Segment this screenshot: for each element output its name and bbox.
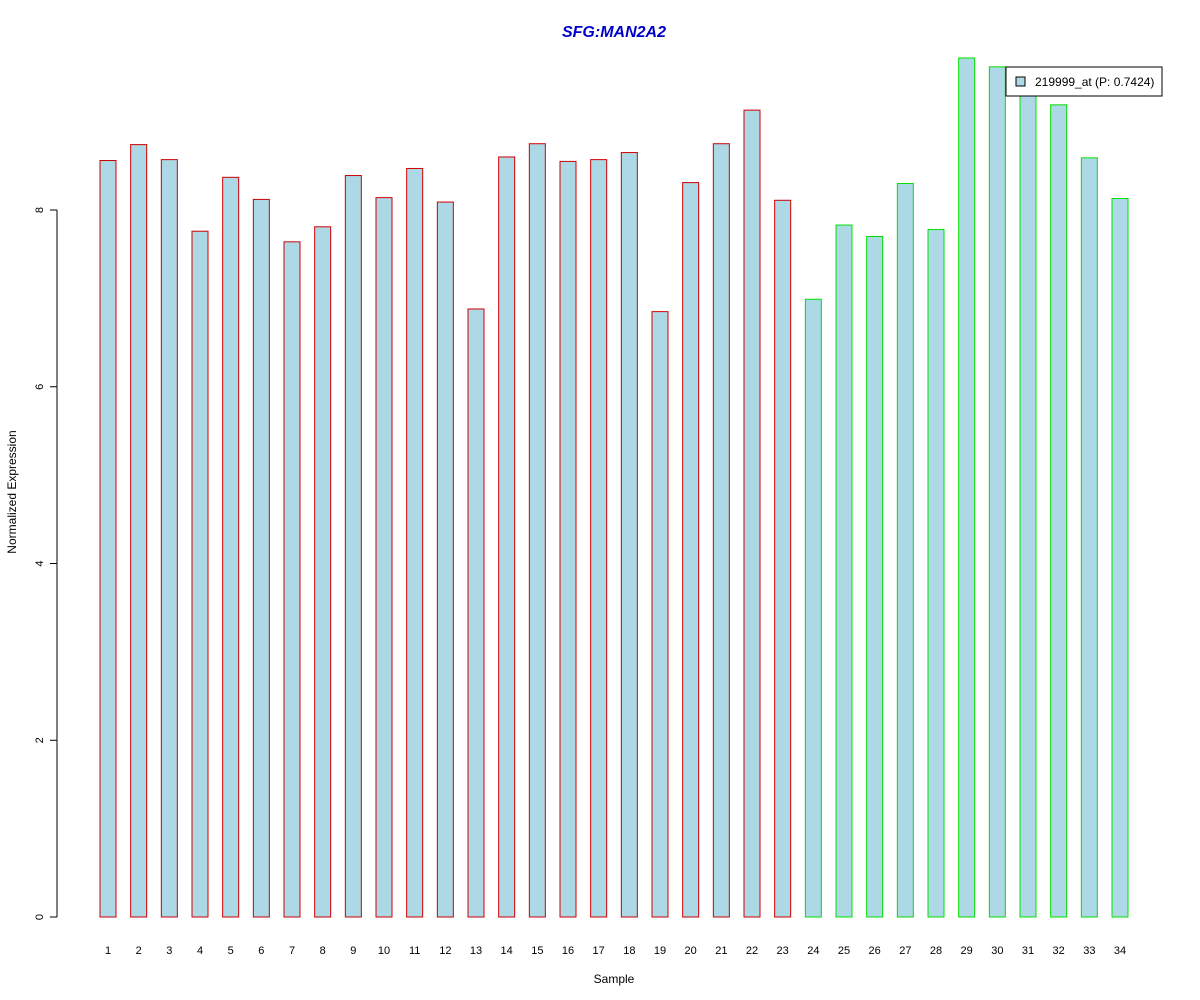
x-axis-tick-label: 3 bbox=[166, 945, 172, 957]
x-axis-tick-label: 26 bbox=[869, 945, 881, 957]
y-axis-tick-label: 0 bbox=[34, 914, 46, 920]
x-axis-tick-label: 28 bbox=[930, 945, 942, 957]
bar bbox=[1111, 198, 1129, 918]
x-axis-tick-label: 16 bbox=[562, 945, 574, 957]
x-axis-tick-label: 9 bbox=[350, 945, 356, 957]
y-axis-tick-label: 6 bbox=[34, 384, 46, 390]
legend-label: 219999_at (P: 0.7424) bbox=[1035, 75, 1154, 89]
y-axis-label: Normalized Expression bbox=[5, 430, 19, 553]
bar bbox=[559, 160, 577, 918]
bar bbox=[743, 109, 761, 918]
x-axis-tick-label: 5 bbox=[228, 945, 234, 957]
x-axis-tick-label: 34 bbox=[1114, 945, 1126, 957]
bar bbox=[590, 159, 608, 918]
bar bbox=[1080, 157, 1098, 918]
y-axis: 0 2 4 6 8 bbox=[34, 207, 58, 920]
bar bbox=[375, 197, 393, 918]
bar bbox=[314, 226, 332, 918]
x-axis-tick-label: 14 bbox=[501, 945, 513, 957]
x-axis-tick-label: 24 bbox=[807, 945, 819, 957]
bar bbox=[498, 156, 516, 918]
bar bbox=[436, 201, 454, 918]
x-axis-tick-label: 31 bbox=[1022, 945, 1034, 957]
x-axis-tick-label: 19 bbox=[654, 945, 666, 957]
bars bbox=[99, 57, 1129, 918]
bar bbox=[774, 199, 792, 918]
x-axis-tick-label: 4 bbox=[197, 945, 203, 957]
x-axis-tick-label: 13 bbox=[470, 945, 482, 957]
bar bbox=[866, 236, 884, 918]
x-axis-tick-label: 18 bbox=[623, 945, 635, 957]
bar bbox=[958, 57, 976, 918]
y-axis-tick-label: 4 bbox=[34, 560, 46, 566]
x-axis-tick-labels: 1 2 3 4 5 6 7 8 9 10 11 12 13 14 15 16 17 18 19 20 21 22 23 24 2… bbox=[105, 945, 1126, 957]
x-axis-tick-label: 20 bbox=[685, 945, 697, 957]
x-axis-tick-label: 21 bbox=[715, 945, 727, 957]
x-axis-tick-label: 12 bbox=[439, 945, 451, 957]
x-axis-tick-label: 7 bbox=[289, 945, 295, 957]
bar bbox=[1050, 104, 1068, 918]
bar bbox=[528, 143, 546, 918]
x-axis-tick-label: 2 bbox=[136, 945, 142, 957]
bar bbox=[712, 143, 730, 918]
x-axis-label: Sample bbox=[594, 972, 635, 986]
y-axis-tick-label: 8 bbox=[34, 207, 46, 213]
x-axis-tick-label: 15 bbox=[531, 945, 543, 957]
x-axis-tick-label: 32 bbox=[1053, 945, 1065, 957]
x-axis-tick-label: 29 bbox=[961, 945, 973, 957]
bar bbox=[344, 175, 362, 918]
x-axis-tick-label: 6 bbox=[258, 945, 264, 957]
bar bbox=[682, 182, 700, 918]
x-axis-tick-label: 33 bbox=[1083, 945, 1095, 957]
bar bbox=[130, 144, 148, 918]
chart-title: SFG:MAN2A2 bbox=[562, 24, 666, 41]
y-axis-tick-label: 2 bbox=[34, 737, 46, 743]
bar bbox=[406, 167, 424, 918]
bar bbox=[467, 308, 485, 918]
legend-swatch bbox=[1015, 76, 1026, 87]
bar bbox=[160, 159, 178, 918]
bar bbox=[804, 298, 822, 918]
bar bbox=[896, 182, 914, 918]
x-axis-tick-label: 1 bbox=[105, 945, 111, 957]
bar bbox=[620, 152, 638, 918]
bar bbox=[927, 228, 945, 918]
x-axis-tick-label: 11 bbox=[409, 945, 420, 957]
x-axis-tick-label: 22 bbox=[746, 945, 758, 957]
bar bbox=[835, 224, 853, 918]
bar bbox=[252, 198, 270, 918]
x-axis-tick-label: 23 bbox=[777, 945, 789, 957]
bar bbox=[283, 241, 301, 918]
x-axis-tick-label: 8 bbox=[320, 945, 326, 957]
x-axis-tick-label: 25 bbox=[838, 945, 850, 957]
x-axis-tick-label: 10 bbox=[378, 945, 390, 957]
bar bbox=[99, 160, 117, 918]
bar bbox=[988, 66, 1006, 918]
bar bbox=[651, 311, 669, 918]
bar bbox=[1019, 81, 1037, 918]
x-axis-tick-label: 27 bbox=[899, 945, 911, 957]
legend: 219999_at (P: 0.7424) bbox=[1005, 66, 1163, 97]
x-axis-tick-label: 30 bbox=[991, 945, 1003, 957]
bar bbox=[191, 230, 209, 918]
bar bbox=[222, 176, 240, 918]
x-axis-tick-label: 17 bbox=[593, 945, 605, 957]
legend-box bbox=[1005, 66, 1163, 97]
